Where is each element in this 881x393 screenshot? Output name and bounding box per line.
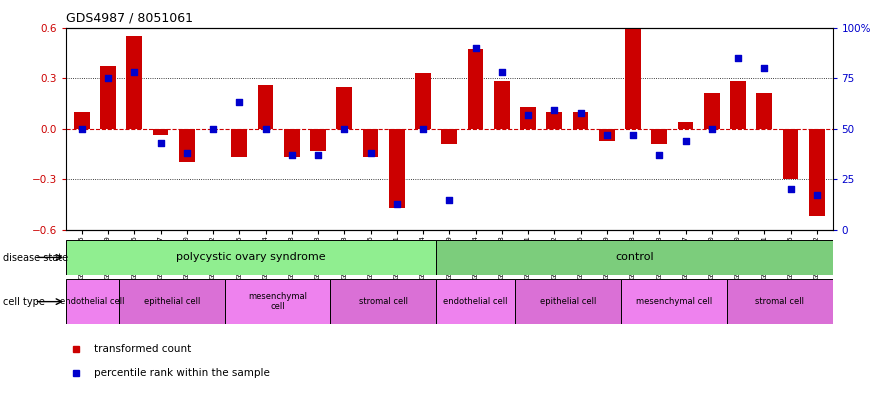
- Bar: [225, 279, 330, 324]
- Bar: [415, 73, 431, 129]
- Bar: [257, 85, 273, 129]
- Bar: [363, 129, 379, 157]
- Bar: [704, 93, 720, 129]
- Point: [547, 107, 561, 114]
- Point: [127, 69, 141, 75]
- Point: [495, 69, 509, 75]
- Text: disease state: disease state: [3, 253, 68, 263]
- Text: mesenchymal cell: mesenchymal cell: [636, 297, 712, 306]
- Text: percentile rank within the sample: percentile rank within the sample: [94, 367, 270, 378]
- Bar: [127, 36, 142, 129]
- Point: [442, 196, 456, 203]
- Bar: [66, 240, 436, 275]
- Point: [311, 152, 325, 158]
- Text: stromal cell: stromal cell: [755, 297, 804, 306]
- Text: stromal cell: stromal cell: [359, 297, 408, 306]
- Bar: [389, 129, 404, 208]
- Bar: [310, 129, 326, 151]
- Bar: [284, 129, 300, 157]
- Bar: [599, 129, 615, 141]
- Text: mesenchymal
cell: mesenchymal cell: [248, 292, 307, 311]
- Point: [153, 140, 167, 146]
- Text: epithelial cell: epithelial cell: [144, 297, 200, 306]
- Bar: [436, 279, 515, 324]
- Point: [337, 125, 352, 132]
- Point: [705, 125, 719, 132]
- Bar: [727, 279, 833, 324]
- Bar: [520, 107, 536, 129]
- Point: [258, 125, 272, 132]
- Bar: [626, 24, 640, 129]
- Bar: [119, 279, 225, 324]
- Point: [389, 200, 403, 207]
- Text: endothelial cell: endothelial cell: [443, 297, 508, 306]
- Point: [574, 109, 588, 116]
- Bar: [494, 81, 510, 129]
- Point: [233, 99, 247, 106]
- Text: cell type: cell type: [3, 297, 45, 307]
- Point: [678, 138, 692, 144]
- Text: transformed count: transformed count: [94, 344, 191, 354]
- Point: [364, 150, 378, 156]
- Bar: [330, 279, 436, 324]
- Bar: [573, 112, 589, 129]
- Bar: [337, 86, 352, 129]
- Point: [101, 75, 115, 81]
- Point: [285, 152, 299, 158]
- Bar: [757, 93, 772, 129]
- Bar: [730, 81, 746, 129]
- Bar: [100, 66, 116, 129]
- Bar: [179, 129, 195, 162]
- Bar: [677, 122, 693, 129]
- Bar: [546, 112, 562, 129]
- Point: [75, 125, 89, 132]
- Text: epithelial cell: epithelial cell: [540, 297, 596, 306]
- Bar: [782, 129, 798, 179]
- Point: [180, 150, 194, 156]
- Bar: [74, 112, 90, 129]
- Text: GDS4987 / 8051061: GDS4987 / 8051061: [66, 12, 193, 25]
- Point: [600, 132, 614, 138]
- Point: [626, 132, 640, 138]
- Bar: [468, 50, 484, 129]
- Bar: [66, 279, 119, 324]
- Point: [652, 152, 666, 158]
- Bar: [515, 279, 621, 324]
- Point: [731, 55, 745, 61]
- Bar: [436, 240, 833, 275]
- Point: [416, 125, 430, 132]
- Point: [469, 44, 483, 51]
- Bar: [621, 279, 727, 324]
- Text: polycystic ovary syndrome: polycystic ovary syndrome: [176, 252, 326, 263]
- Bar: [809, 129, 825, 217]
- Bar: [441, 129, 457, 144]
- Text: endothelial cell: endothelial cell: [60, 297, 125, 306]
- Point: [521, 111, 535, 118]
- Bar: [651, 129, 667, 144]
- Point: [783, 186, 797, 193]
- Point: [206, 125, 220, 132]
- Point: [810, 192, 824, 198]
- Text: control: control: [615, 252, 654, 263]
- Bar: [232, 129, 248, 157]
- Point: [758, 65, 772, 71]
- Bar: [152, 129, 168, 136]
